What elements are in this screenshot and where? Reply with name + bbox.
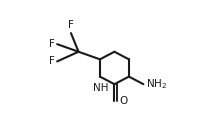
Text: O: O (120, 96, 128, 106)
Text: NH$_2$: NH$_2$ (146, 77, 167, 91)
Text: NH: NH (93, 83, 108, 93)
Text: F: F (49, 56, 54, 66)
Text: F: F (49, 39, 54, 49)
Text: F: F (68, 20, 74, 30)
